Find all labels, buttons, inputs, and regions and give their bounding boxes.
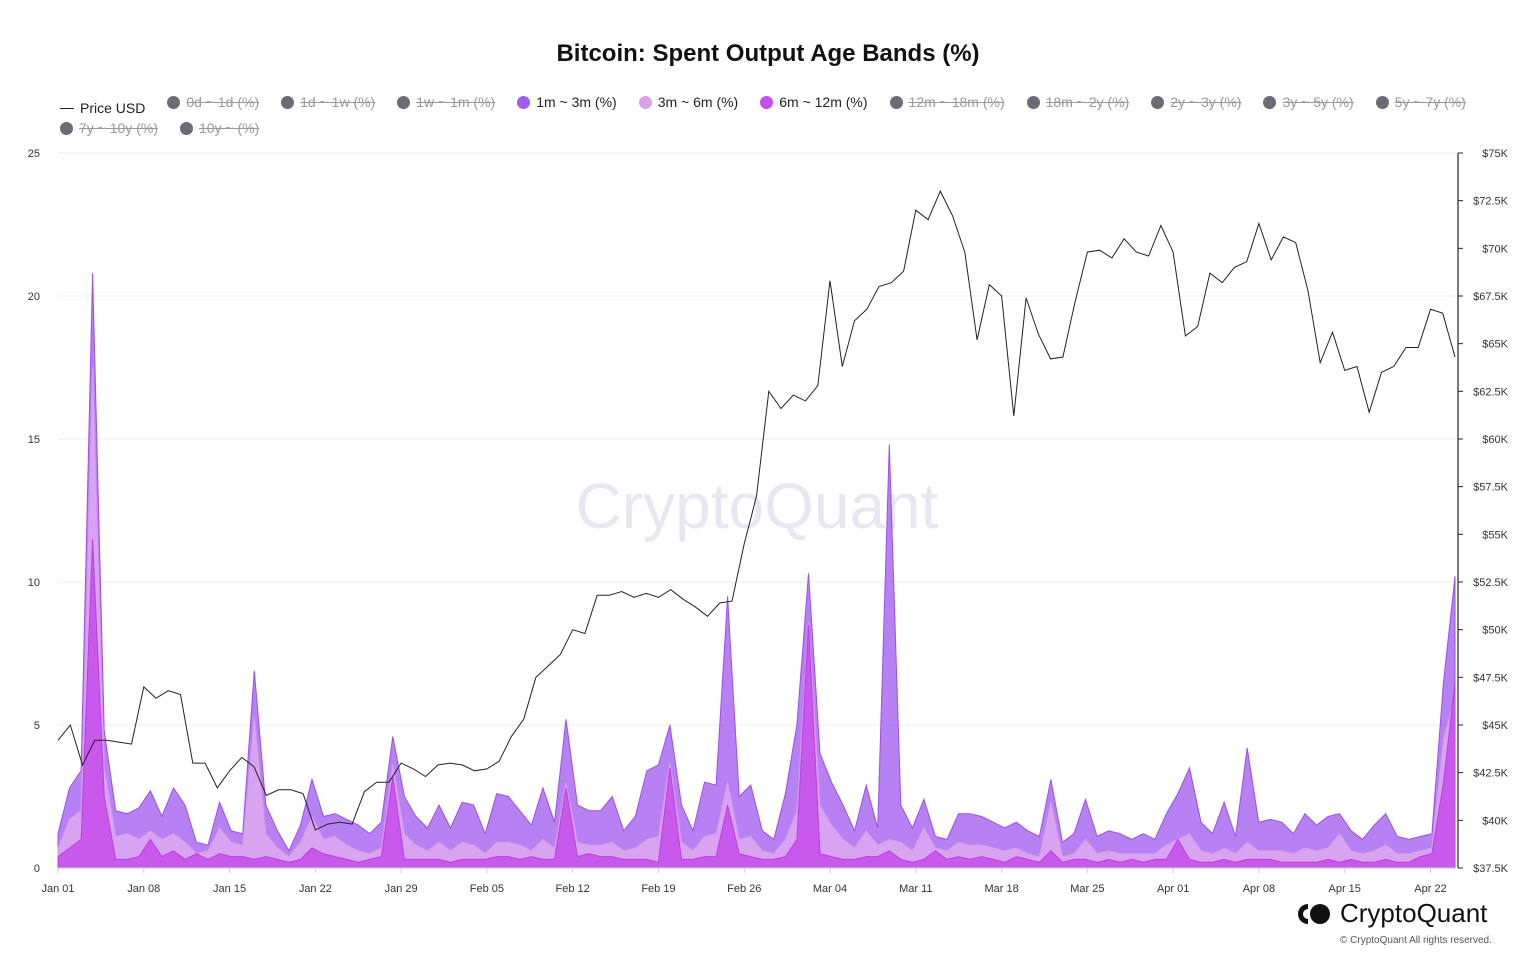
legend-dot-icon: [1026, 95, 1040, 109]
legend-label: 3y ~ 5y (%): [1282, 94, 1354, 110]
x-tick-label: Jan 29: [385, 883, 418, 895]
legend-item[interactable]: 2y ~ 3y (%): [1151, 92, 1241, 112]
x-tick-label: Mar 04: [813, 883, 847, 895]
y-right-tick-label: $37.5K: [1473, 863, 1509, 875]
brand-name: CryptoQuant: [1340, 898, 1488, 928]
y-left-tick-label: 10: [28, 577, 40, 589]
x-tick-label: Jan 08: [127, 883, 160, 895]
brand: CryptoQuant: [1296, 898, 1487, 929]
watermark: CryptoQuant: [576, 470, 939, 542]
legend-dot-icon: [179, 121, 193, 135]
legend-label: 1d ~ 1w (%): [300, 94, 376, 110]
legend-label: Price USD: [80, 100, 146, 116]
legend-dot-icon: [167, 95, 181, 109]
legend-label: 2y ~ 3y (%): [1170, 94, 1242, 110]
chart-title: Bitcoin: Spent Output Age Bands (%): [556, 40, 980, 67]
x-tick-label: Apr 22: [1414, 883, 1446, 895]
area-series-0: [57, 273, 1456, 869]
copyright-text: © CryptoQuant All rights reserved.: [1340, 935, 1492, 946]
legend-dot-icon: [60, 121, 73, 135]
x-tick-label: Feb 19: [641, 883, 675, 895]
y-right-tick-label: $52.5K: [1473, 577, 1509, 589]
y-left-tick-label: 15: [28, 434, 40, 446]
legend-item[interactable]: 3m ~ 6m (%): [638, 92, 739, 112]
y-left-tick-label: 20: [28, 291, 40, 303]
legend-label: 0d ~ 1d (%): [186, 94, 260, 110]
y-left-tick-label: 0: [34, 863, 40, 875]
legend-item[interactable]: 18m ~ 2y (%): [1026, 92, 1130, 112]
legend-item[interactable]: 6m ~ 12m (%): [760, 92, 868, 112]
y-right-tick-label: $70K: [1482, 243, 1508, 255]
legend-item[interactable]: 3y ~ 5y (%): [1263, 92, 1354, 112]
legend-dot-icon: [397, 95, 411, 109]
legend-label: 1m ~ 3m (%): [536, 94, 617, 110]
axes: 0 5 10 15 20 25 $37.5K $40K $42.5K $45K $47.5K $50K…: [28, 148, 1509, 895]
legend-item[interactable]: 1d ~ 1w (%): [281, 92, 375, 112]
price-line: [57, 189, 1456, 831]
y-right-tick-label: $72.5K: [1473, 196, 1509, 208]
y-right-tick-label: $60K: [1482, 434, 1508, 446]
y-right-tick-label: $67.5K: [1473, 291, 1509, 303]
legend-dot-icon: [1151, 95, 1165, 109]
legend-label: 3m ~ 6m (%): [657, 94, 739, 110]
legend-label: 5y ~ 7y (%): [1394, 94, 1466, 110]
legend-item[interactable]: 1m ~ 3m (%): [517, 92, 617, 112]
x-tick-label: Apr 15: [1328, 883, 1360, 895]
x-tick-label: Feb 05: [470, 883, 504, 895]
y-right-tick-label: $47.5K: [1473, 672, 1509, 684]
y-right-tick-label: $55K: [1482, 529, 1508, 541]
legend-item[interactable]: 1w ~ 1m (%): [397, 92, 495, 112]
x-tick-label: Mar 11: [899, 883, 932, 895]
x-tick-label: Jan 15: [213, 883, 246, 895]
area-series-1: [57, 367, 1456, 869]
y-right-tick-label: $50K: [1482, 625, 1508, 637]
legend-dot-icon: [281, 95, 295, 109]
price-usd-line: [57, 189, 1456, 831]
legend: Price USD 0d ~ 1d (%) 1d ~ 1w (%) 1w ~ 1m (…: [60, 92, 1500, 140]
legend-item[interactable]: 0d ~ 1d (%): [167, 92, 259, 112]
area-series-2: [57, 539, 1456, 869]
y-right-tick-label: $75K: [1482, 148, 1508, 160]
area-series: [57, 273, 1456, 869]
legend-label: 6m ~ 12m (%): [779, 94, 868, 110]
legend-dot-icon: [889, 95, 903, 109]
y-right-tick-label: $57.5K: [1473, 482, 1509, 494]
y-right-tick-label: $65K: [1482, 339, 1508, 351]
legend-label: 7y ~ 10y (%): [79, 120, 158, 136]
y-left-tick-label: 25: [28, 148, 40, 160]
x-tick-label: Jan 22: [299, 883, 332, 895]
x-tick-label: Mar 18: [984, 883, 1018, 895]
y-right-tick-label: $45K: [1482, 720, 1508, 732]
legend-label: 10y ~ (%): [198, 120, 260, 136]
legend-label: 18m ~ 2y (%): [1045, 94, 1130, 110]
legend-item[interactable]: 10y ~ (%): [179, 118, 260, 138]
y-right-tick-label: $62.5K: [1473, 386, 1509, 398]
legend-line-icon: [60, 107, 74, 109]
cryptoquant-logo-icon: [1298, 903, 1330, 924]
y-right-tick-label: $42.5K: [1473, 768, 1509, 780]
legend-item[interactable]: 7y ~ 10y (%): [60, 118, 158, 138]
y-right-tick-label: $40K: [1482, 815, 1508, 827]
legend-item[interactable]: Price USD: [60, 98, 145, 118]
x-tick-label: Mar 25: [1070, 883, 1104, 895]
x-tick-label: Apr 01: [1157, 883, 1189, 895]
x-tick-label: Feb 26: [727, 883, 761, 895]
x-tick-label: Jan 01: [41, 883, 74, 895]
legend-dot-icon: [517, 95, 531, 109]
legend-dot-icon: [638, 95, 652, 109]
legend-item[interactable]: 5y ~ 7y (%): [1375, 92, 1466, 112]
legend-item[interactable]: 12m ~ 18m (%): [889, 92, 1005, 112]
legend-label: 1w ~ 1m (%): [416, 94, 496, 110]
legend-dot-icon: [1375, 95, 1389, 109]
legend-dot-icon: [760, 95, 774, 109]
x-tick-label: Apr 08: [1243, 883, 1275, 895]
y-left-tick-label: 5: [34, 720, 40, 732]
legend-label: 12m ~ 18m (%): [908, 94, 1005, 110]
x-tick-label: Feb 12: [556, 883, 590, 895]
legend-dot-icon: [1263, 95, 1277, 109]
